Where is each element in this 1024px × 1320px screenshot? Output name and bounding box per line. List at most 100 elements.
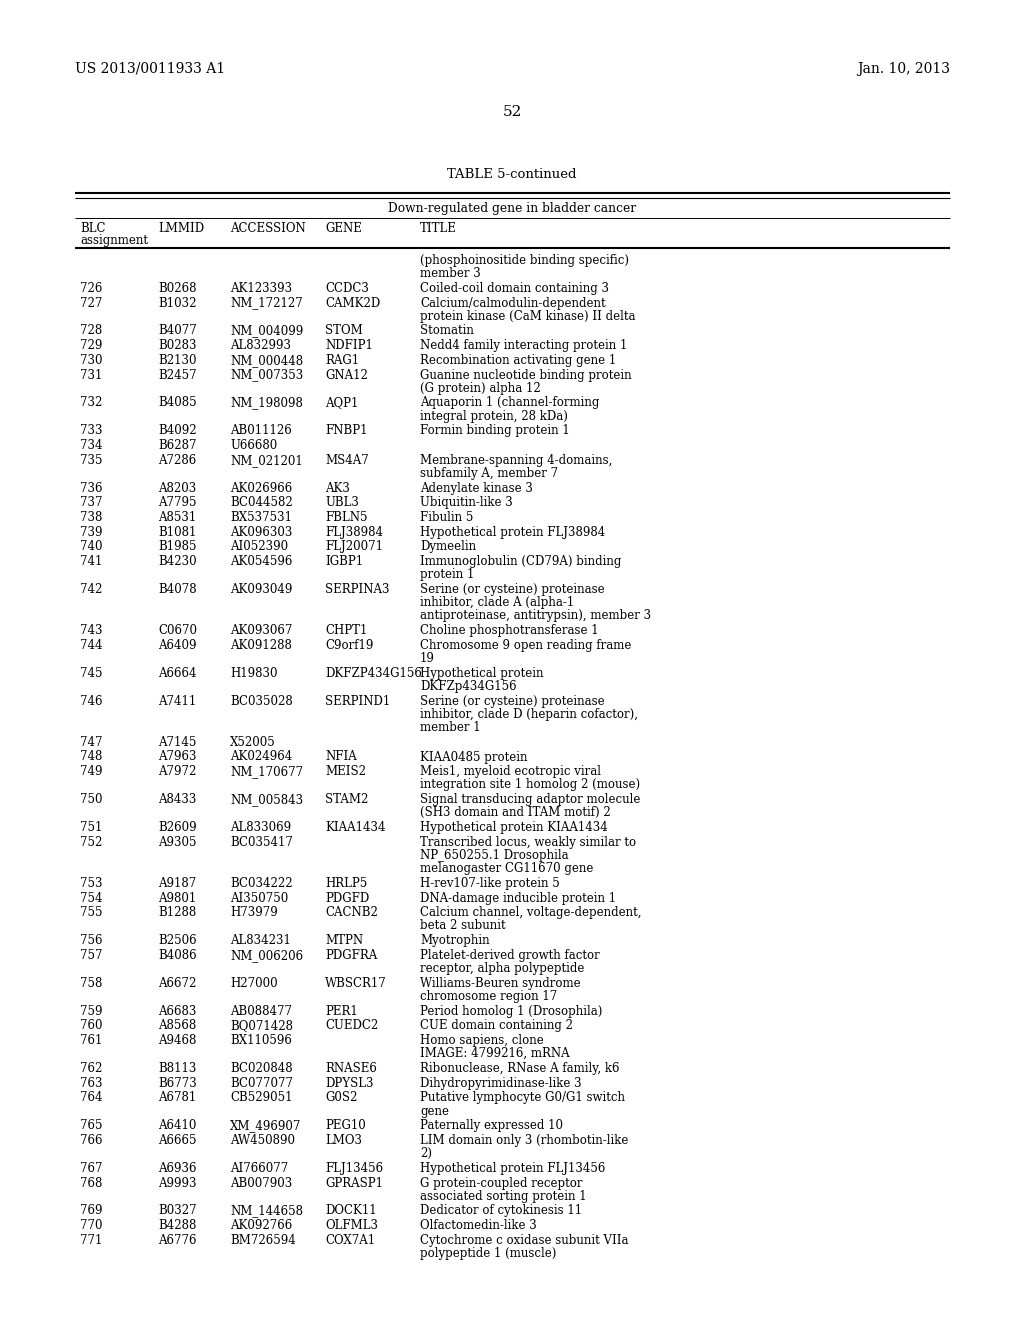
Text: Period homolog 1 (Drosophila): Period homolog 1 (Drosophila) [420,1005,602,1018]
Text: polypeptide 1 (muscle): polypeptide 1 (muscle) [420,1247,556,1261]
Text: Calcium channel, voltage-dependent,: Calcium channel, voltage-dependent, [420,907,641,919]
Text: NM_000448: NM_000448 [230,354,303,367]
Text: Membrane-spanning 4-domains,: Membrane-spanning 4-domains, [420,454,612,467]
Text: inhibitor, clade D (heparin cofactor),: inhibitor, clade D (heparin cofactor), [420,708,638,721]
Text: Signal transducing adaptor molecule: Signal transducing adaptor molecule [420,793,640,807]
Text: AK096303: AK096303 [230,525,293,539]
Text: AK054596: AK054596 [230,556,293,568]
Text: NP_650255.1 Drosophila: NP_650255.1 Drosophila [420,849,568,862]
Text: AW450890: AW450890 [230,1134,295,1147]
Text: 731: 731 [80,368,102,381]
Text: A7411: A7411 [158,694,197,708]
Text: 763: 763 [80,1077,102,1089]
Text: A7145: A7145 [158,735,197,748]
Text: A7795: A7795 [158,496,197,510]
Text: DKFZp434G156: DKFZp434G156 [420,680,517,693]
Text: B0283: B0283 [158,339,197,352]
Text: GPRASP1: GPRASP1 [325,1176,383,1189]
Text: Cytochrome c oxidase subunit VIIa: Cytochrome c oxidase subunit VIIa [420,1234,629,1247]
Text: inhibitor, clade A (alpha-1: inhibitor, clade A (alpha-1 [420,597,574,610]
Text: Serine (or cysteine) proteinase: Serine (or cysteine) proteinase [420,583,604,597]
Text: B8113: B8113 [158,1061,197,1074]
Text: X52005: X52005 [230,735,275,748]
Text: 730: 730 [80,354,102,367]
Text: A9993: A9993 [158,1176,197,1189]
Text: AL834231: AL834231 [230,935,291,948]
Text: SERPIND1: SERPIND1 [325,694,390,708]
Text: HRLP5: HRLP5 [325,876,368,890]
Text: 735: 735 [80,454,102,467]
Text: 759: 759 [80,1005,102,1018]
Text: B4085: B4085 [158,396,197,409]
Text: 762: 762 [80,1061,102,1074]
Text: BC035417: BC035417 [230,836,293,849]
Text: Serine (or cysteine) proteinase: Serine (or cysteine) proteinase [420,694,604,708]
Text: B0268: B0268 [158,282,197,294]
Text: AB011126: AB011126 [230,425,292,437]
Text: 734: 734 [80,440,102,451]
Text: WBSCR17: WBSCR17 [325,977,387,990]
Text: A6776: A6776 [158,1234,197,1247]
Text: 52: 52 [503,106,521,119]
Text: Hypothetical protein FLJ38984: Hypothetical protein FLJ38984 [420,525,605,539]
Text: A6409: A6409 [158,639,197,652]
Text: AI350750: AI350750 [230,891,288,904]
Text: Adenylate kinase 3: Adenylate kinase 3 [420,482,532,495]
Text: protein 1: protein 1 [420,569,474,581]
Text: A6672: A6672 [158,977,197,990]
Text: AQP1: AQP1 [325,396,358,409]
Text: assignment: assignment [80,234,148,247]
Text: 19: 19 [420,652,435,665]
Text: GNA12: GNA12 [325,368,368,381]
Text: BC020848: BC020848 [230,1061,293,1074]
Text: chromosome region 17: chromosome region 17 [420,990,557,1003]
Text: BLC: BLC [80,222,105,235]
Text: TITLE: TITLE [420,222,457,235]
Text: A7972: A7972 [158,766,197,779]
Text: associated sorting protein 1: associated sorting protein 1 [420,1189,587,1203]
Text: FNBP1: FNBP1 [325,425,368,437]
Text: B6287: B6287 [158,440,197,451]
Text: AK123393: AK123393 [230,282,292,294]
Text: B1288: B1288 [158,907,197,919]
Text: AI766077: AI766077 [230,1162,288,1175]
Text: Williams-Beuren syndrome: Williams-Beuren syndrome [420,977,581,990]
Text: G protein-coupled receptor: G protein-coupled receptor [420,1176,583,1189]
Text: NM_170677: NM_170677 [230,766,303,779]
Text: 729: 729 [80,339,102,352]
Text: 754: 754 [80,891,102,904]
Text: (phosphoinositide binding specific): (phosphoinositide binding specific) [420,253,629,267]
Text: member 1: member 1 [420,721,480,734]
Text: Choline phosphotransferase 1: Choline phosphotransferase 1 [420,624,599,638]
Text: Jan. 10, 2013: Jan. 10, 2013 [857,62,950,77]
Text: RAG1: RAG1 [325,354,359,367]
Text: (SH3 domain and ITAM motif) 2: (SH3 domain and ITAM motif) 2 [420,807,610,820]
Text: Down-regulated gene in bladder cancer: Down-regulated gene in bladder cancer [388,202,636,215]
Text: LMMID: LMMID [158,222,204,235]
Text: AK093049: AK093049 [230,583,293,597]
Text: U66680: U66680 [230,440,278,451]
Text: Ribonuclease, RNase A family, k6: Ribonuclease, RNase A family, k6 [420,1061,620,1074]
Text: Dedicator of cytokinesis 11: Dedicator of cytokinesis 11 [420,1204,582,1217]
Text: 744: 744 [80,639,102,652]
Text: BC044582: BC044582 [230,496,293,510]
Text: B4077: B4077 [158,325,197,338]
Text: gene: gene [420,1105,449,1118]
Text: FLJ38984: FLJ38984 [325,525,383,539]
Text: OLFML3: OLFML3 [325,1220,378,1232]
Text: Calcium/calmodulin-dependent: Calcium/calmodulin-dependent [420,297,605,310]
Text: NM_006206: NM_006206 [230,949,303,962]
Text: B4230: B4230 [158,556,197,568]
Text: AK093067: AK093067 [230,624,293,638]
Text: 740: 740 [80,540,102,553]
Text: Transcribed locus, weakly similar to: Transcribed locus, weakly similar to [420,836,636,849]
Text: 767: 767 [80,1162,102,1175]
Text: B4086: B4086 [158,949,197,962]
Text: US 2013/0011933 A1: US 2013/0011933 A1 [75,62,225,77]
Text: Myotrophin: Myotrophin [420,935,489,948]
Text: MS4A7: MS4A7 [325,454,369,467]
Text: AK3: AK3 [325,482,350,495]
Text: BX537531: BX537531 [230,511,292,524]
Text: CAMK2D: CAMK2D [325,297,380,310]
Text: 769: 769 [80,1204,102,1217]
